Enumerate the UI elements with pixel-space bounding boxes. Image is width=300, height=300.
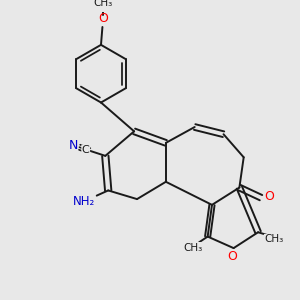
- Text: O: O: [227, 250, 237, 263]
- Text: N: N: [68, 139, 78, 152]
- Text: CH₃: CH₃: [264, 235, 284, 244]
- Text: CH₃: CH₃: [93, 0, 112, 8]
- Text: CH₃: CH₃: [183, 242, 202, 253]
- Text: O: O: [264, 190, 274, 203]
- Text: NH₂: NH₂: [73, 196, 95, 208]
- Text: C: C: [82, 145, 90, 155]
- Text: O: O: [98, 12, 108, 26]
